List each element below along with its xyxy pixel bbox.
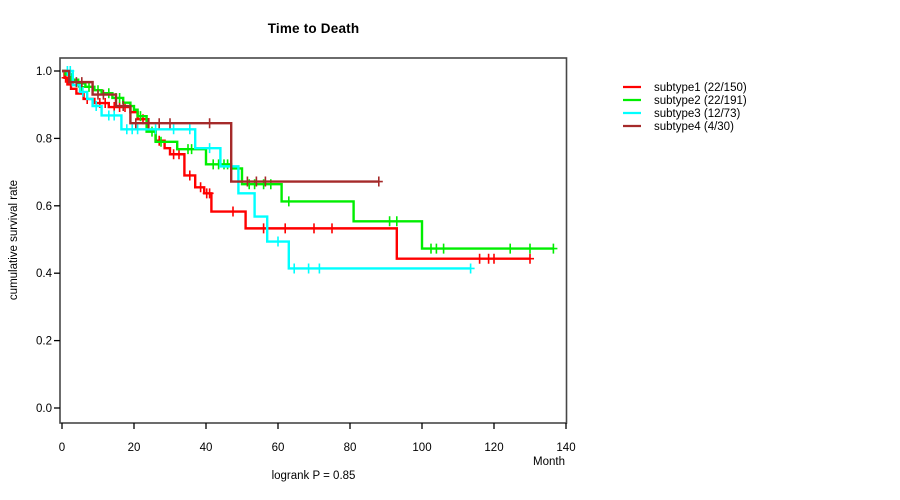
legend-label-subtype3: subtype3 (12/73)	[654, 108, 740, 120]
censor-marks-subtype4	[72, 77, 383, 187]
legend-item-subtype4: subtype4 (4/30)	[623, 121, 734, 133]
survival-curve-subtype4	[62, 69, 379, 183]
legend-item-subtype1: subtype1 (22/150)	[623, 82, 747, 94]
legend-item-subtype3: subtype3 (12/73)	[623, 108, 740, 120]
series-subtype1	[61, 69, 534, 264]
x-tick-label: 60	[272, 442, 285, 454]
x-tick-label: 120	[484, 442, 503, 454]
x-tick-label: 40	[200, 442, 213, 454]
y-axis: 0.0 0.2 0.4 0.6 0.8 1.0	[36, 66, 60, 415]
y-tick-label: 0.2	[36, 336, 52, 348]
legend-item-subtype2: subtype2 (22/191)	[623, 95, 747, 107]
x-tick-label: 0	[59, 442, 65, 454]
series-subtype4	[62, 69, 383, 187]
y-tick-label: 0.8	[36, 133, 52, 145]
survival-curve-subtype2	[62, 69, 554, 250]
legend-label-subtype1: subtype1 (22/150)	[654, 82, 747, 94]
legend-label-subtype4: subtype4 (4/30)	[654, 121, 734, 133]
legend-label-subtype2: subtype2 (22/191)	[654, 95, 747, 107]
survival-curve-subtype1	[62, 69, 530, 260]
x-tick-label: 80	[344, 442, 357, 454]
x-tick-label: 100	[412, 442, 431, 454]
plot-frame	[59, 57, 568, 424]
x-axis-label: Month	[533, 456, 565, 468]
chart-title: Time to Death	[267, 21, 360, 36]
x-tick-label: 20	[128, 442, 141, 454]
x-axis: 0 20 40 60 80 100 120 140	[59, 423, 576, 454]
y-tick-label: 1.0	[36, 66, 52, 78]
legend: subtype1 (22/150)subtype2 (22/191)subtyp…	[623, 82, 747, 133]
y-tick-label: 0.0	[36, 403, 52, 415]
series-subtype2	[62, 69, 558, 254]
y-tick-label: 0.4	[36, 268, 53, 280]
x-tick-label: 140	[556, 442, 575, 454]
y-tick-label: 0.6	[36, 201, 52, 213]
logrank-annotation: logrank P = 0.85	[271, 470, 356, 482]
censor-marks-subtype1	[61, 72, 534, 264]
